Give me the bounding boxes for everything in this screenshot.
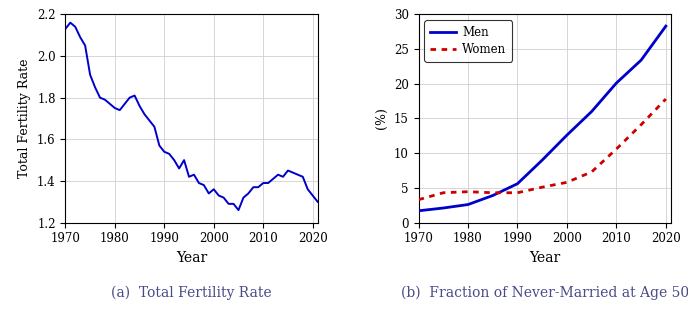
- Men: [612, 81, 621, 85]
- Men: [538, 158, 546, 162]
- Text: (a)  Total Fertility Rate: (a) Total Fertility Rate: [111, 285, 272, 300]
- Women: [662, 97, 670, 101]
- Men: [513, 182, 522, 186]
- Women: [439, 191, 447, 195]
- Women: [513, 191, 522, 195]
- Men: [662, 24, 670, 28]
- Men: [588, 110, 596, 114]
- Men: [464, 203, 472, 206]
- Y-axis label: (%): (%): [375, 107, 388, 129]
- Women: [488, 191, 497, 195]
- Text: (b)  Fraction of Never-Married at Age 50: (b) Fraction of Never-Married at Age 50: [400, 285, 688, 300]
- Women: [538, 185, 546, 189]
- Legend: Men, Women: Men, Women: [424, 20, 513, 62]
- Women: [588, 170, 596, 174]
- X-axis label: Year: Year: [176, 251, 207, 265]
- Line: Men: Men: [418, 26, 666, 211]
- Women: [637, 123, 645, 127]
- Men: [439, 206, 447, 210]
- Y-axis label: Total Fertility Rate: Total Fertility Rate: [19, 59, 32, 178]
- Women: [414, 198, 422, 202]
- Women: [464, 190, 472, 194]
- Women: [563, 180, 571, 184]
- Men: [563, 133, 571, 137]
- Line: Women: Women: [418, 99, 666, 200]
- Women: [612, 147, 621, 151]
- Men: [637, 58, 645, 62]
- Men: [488, 194, 497, 197]
- X-axis label: Year: Year: [529, 251, 560, 265]
- Men: [414, 209, 422, 213]
